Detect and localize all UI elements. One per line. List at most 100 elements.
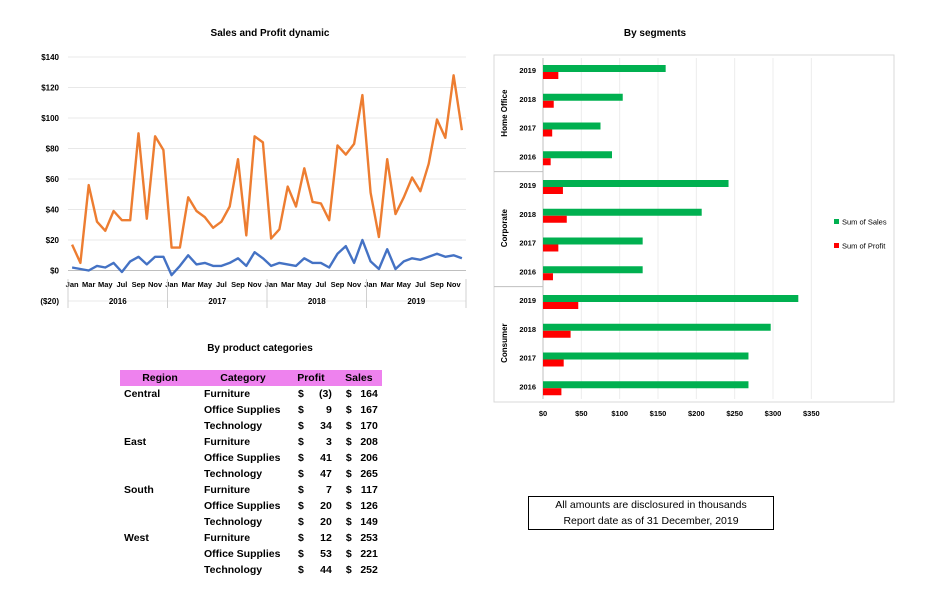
year-label: 2018 [519,325,536,334]
sales-bar [543,266,643,274]
row-sales-currency: $ [345,436,352,448]
segment-label: Corporate [500,208,509,247]
row-region: East [124,436,147,448]
sales-bar [543,208,702,216]
row-profit-currency: $ [298,420,304,432]
segment-label: Consumer [500,323,509,363]
row-sales-currency: $ [345,468,352,480]
x-month-label: Jan [265,280,278,289]
line-chart: $140$120$100$80$60$40$20$0($20)Jan Mar May… [40,53,467,308]
year-label: 2017 [519,239,536,248]
row-sales: 149 [360,516,378,528]
row-profit: 9 [326,404,332,416]
table-row: Office Supplies $20 $126 [120,498,382,514]
row-profit: 53 [320,548,332,560]
bar-chart: $0 $50 $100 $150 $200 $250 $300 $350 2019 2018 201… [493,54,895,418]
profit-bar [543,273,553,281]
row-region [120,514,200,530]
x-year-label: 2016 [109,297,127,306]
row-sales: 117 [360,484,378,496]
x-month-label: Jan [165,280,178,289]
row-profit-currency: $ [298,452,304,464]
row-category: Furniture [204,532,251,544]
row-profit-currency: $ [298,436,304,448]
table-row: East Furniture $3 $208 [120,434,382,450]
year-label: 2019 [519,181,536,190]
x-tick-label: $150 [650,409,667,418]
row-region [120,466,200,482]
table-header-row: Region Category Profit Sales [120,370,382,386]
row-profit-currency: $ [298,404,304,416]
row-profit: 20 [320,500,332,512]
x-tick-label: $350 [803,409,820,418]
row-sales-currency: $ [345,484,352,496]
legend-sales-swatch [834,219,839,224]
table-row: South Furniture $7 $117 [120,482,382,498]
profit-bar [543,215,567,223]
sales-bar [543,323,771,331]
row-sales-currency: $ [345,388,352,400]
sales-bar [543,237,643,245]
x-month-label: Jul [116,280,127,289]
table-row: Technology $34 $170 [120,418,382,434]
row-sales-currency: $ [345,452,352,464]
legend-label: Sum of Sales [842,218,887,227]
row-category: Technology [204,468,263,480]
x-month-label: May [98,280,113,289]
row-profit: 47 [320,468,332,480]
y-tick-label: $40 [46,206,60,215]
x-tick-label: $300 [765,409,782,418]
year-label: 2019 [519,66,536,75]
profit-line [71,238,463,277]
row-region: Central [124,388,161,400]
row-category: Furniture [204,388,251,400]
table-row: Technology $20 $149 [120,514,382,530]
disclosure-note: All amounts are disclosured in thousands… [528,496,774,530]
sales-bar [543,180,729,187]
row-profit-currency: $ [298,484,304,496]
x-tick-label: $250 [726,409,743,418]
x-month-label: May [198,280,213,289]
table-row: Office Supplies $9 $167 [120,402,382,418]
profit-bar [543,158,551,166]
header-region: Region [120,370,200,386]
header-category: Category [200,370,286,386]
x-tick-label: $200 [688,409,705,418]
row-profit: 41 [320,452,332,464]
y-tick-label: ($20) [40,297,59,306]
row-sales: 126 [360,500,378,512]
row-profit: 12 [320,532,332,544]
profit-bar [543,72,559,79]
sales-bar [543,93,623,101]
sales-bar [543,122,601,130]
row-region [120,562,200,578]
row-profit-currency: $ [298,548,304,560]
header-sales: Sales [335,370,382,386]
row-profit: (3) [319,388,332,400]
legend-label: Sum of Profit [842,242,886,251]
row-sales-currency: $ [345,420,352,432]
x-month-label: May [397,280,412,289]
row-profit-currency: $ [298,388,304,400]
y-tick-label: $0 [50,267,59,276]
sales-bar [543,381,749,389]
segment-label: Home Office [500,89,509,137]
row-sales: 221 [360,548,378,560]
x-month-label: Nov [247,280,262,289]
row-sales-currency: $ [345,500,352,512]
row-sales-currency: $ [345,516,352,528]
y-tick-label: $120 [41,84,59,93]
row-sales-currency: $ [345,548,352,560]
profit-bar [543,359,564,367]
y-tick-label: $80 [46,145,60,154]
row-region [120,418,200,434]
row-category: Technology [204,516,263,528]
year-label: 2019 [519,296,536,305]
x-month-label: Jul [216,280,227,289]
table-row: Office Supplies $53 $221 [120,546,382,562]
row-sales: 253 [360,532,378,544]
row-profit: 34 [320,420,332,432]
x-month-label: Sep [231,280,245,289]
year-label: 2017 [519,124,536,133]
profit-bar [543,187,563,194]
